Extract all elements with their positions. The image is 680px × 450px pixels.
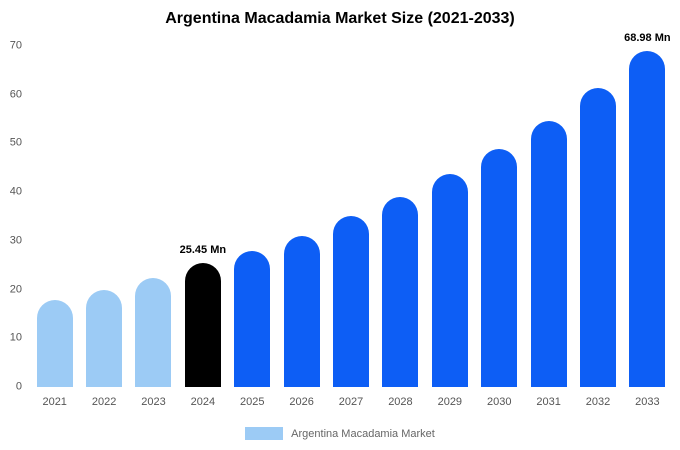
bar-column-2028: 2028 xyxy=(376,46,425,408)
x-axis-label-2024: 2024 xyxy=(190,396,216,408)
x-axis-label-2022: 2022 xyxy=(91,396,117,408)
y-tick-label-20: 20 xyxy=(9,283,22,296)
y-tick-label-40: 40 xyxy=(9,185,22,198)
bar-2033[interactable] xyxy=(629,50,666,387)
x-axis-label-2025: 2025 xyxy=(240,396,265,408)
y-tick-label-50: 50 xyxy=(9,136,22,149)
bar-column-2029: 2029 xyxy=(425,46,474,408)
y-tick-label-60: 60 xyxy=(9,88,22,101)
bar-column-2031: 2031 xyxy=(524,46,573,408)
y-axis: 0 10 20 30 40 50 60 70 xyxy=(0,40,24,392)
bar-column-2033: 68.98 Mn 2033 xyxy=(623,32,672,408)
bar-2030[interactable] xyxy=(481,149,518,387)
bar-column-2024: 25.45 Mn 2024 xyxy=(178,46,227,408)
x-axis-label-2026: 2026 xyxy=(289,396,314,408)
data-label-2024: 25.45 Mn xyxy=(179,244,227,257)
bar-column-2027: 2027 xyxy=(326,46,375,408)
bar-column-2022: 2022 xyxy=(79,46,128,408)
x-axis-label-2031: 2031 xyxy=(536,396,561,408)
x-axis-label-2032: 2032 xyxy=(585,396,611,408)
bar-column-2026: 2026 xyxy=(277,46,326,408)
bar-column-2032: 2032 xyxy=(573,46,622,408)
bar-column-2025: 2025 xyxy=(228,46,277,408)
x-axis-label-2028: 2028 xyxy=(388,396,413,408)
y-tick-label-0: 0 xyxy=(15,380,22,393)
bar-2032[interactable] xyxy=(579,88,616,387)
data-label-2033: 68.98 Mn xyxy=(624,31,671,44)
y-tick-label-10: 10 xyxy=(9,331,22,344)
bar-column-2021: 2021 xyxy=(30,46,79,408)
x-axis-label-2023: 2023 xyxy=(141,396,166,408)
plot-area: 2021 2022 2023 25.45 Mn 2024 2025 2026 2027 2028… xyxy=(30,32,672,408)
bar-2028[interactable] xyxy=(382,196,419,387)
bar-2022[interactable] xyxy=(86,289,123,387)
bar-column-2030: 2030 xyxy=(475,46,524,408)
bar-2031[interactable] xyxy=(530,120,567,387)
x-axis-label-2027: 2027 xyxy=(338,396,364,408)
bar-2023[interactable] xyxy=(135,278,172,387)
legend-swatch xyxy=(245,427,284,440)
legend[interactable]: Argentina Macadamia Market xyxy=(0,427,680,440)
bar-column-2023: 2023 xyxy=(129,46,178,408)
bar-2027[interactable] xyxy=(333,215,370,387)
x-axis-label-2029: 2029 xyxy=(437,396,463,408)
legend-label: Argentina Macadamia Market xyxy=(291,427,435,440)
bar-2026[interactable] xyxy=(283,235,320,387)
bar-2024[interactable] xyxy=(184,263,221,387)
bar-2021[interactable] xyxy=(36,300,73,387)
x-axis-label-2021: 2021 xyxy=(42,396,67,408)
y-tick-label-70: 70 xyxy=(9,39,22,52)
bar-2029[interactable] xyxy=(431,174,468,387)
x-axis-label-2030: 2030 xyxy=(486,396,512,408)
x-axis-label-2033: 2033 xyxy=(635,396,660,408)
chart-title: Argentina Macadamia Market Size (2021-20… xyxy=(165,10,515,27)
y-tick-label-30: 30 xyxy=(9,234,22,247)
bar-2025[interactable] xyxy=(234,251,271,387)
